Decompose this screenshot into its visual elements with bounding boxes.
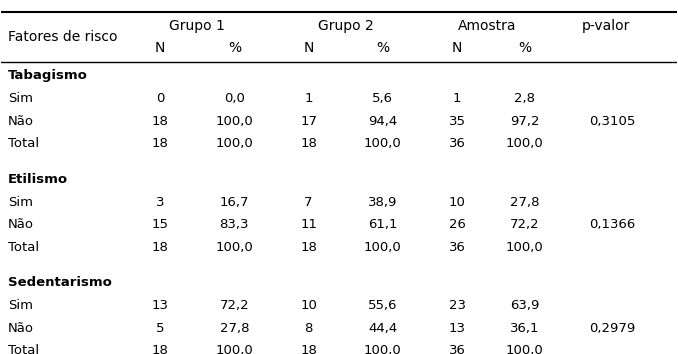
Text: 23: 23	[449, 299, 466, 312]
Text: 0,3105: 0,3105	[589, 115, 636, 127]
Text: 61,1: 61,1	[368, 218, 397, 231]
Text: 0: 0	[156, 92, 164, 105]
Text: 100,0: 100,0	[364, 241, 402, 254]
Text: 36,1: 36,1	[510, 322, 540, 335]
Text: 44,4: 44,4	[368, 322, 397, 335]
Text: 8: 8	[304, 322, 313, 335]
Text: 100,0: 100,0	[216, 115, 253, 127]
Text: 94,4: 94,4	[368, 115, 397, 127]
Text: %: %	[518, 41, 532, 55]
Text: Sedentarismo: Sedentarismo	[8, 276, 112, 290]
Text: %: %	[228, 41, 241, 55]
Text: 13: 13	[449, 322, 466, 335]
Text: 0,2979: 0,2979	[589, 322, 635, 335]
Text: 5,6: 5,6	[372, 92, 393, 105]
Text: 36: 36	[449, 241, 466, 254]
Text: 35: 35	[449, 115, 466, 127]
Text: 11: 11	[300, 218, 317, 231]
Text: 2,8: 2,8	[514, 92, 535, 105]
Text: 27,8: 27,8	[510, 195, 540, 209]
Text: Total: Total	[8, 241, 39, 254]
Text: Sim: Sim	[8, 195, 33, 209]
Text: Grupo 1: Grupo 1	[170, 19, 225, 33]
Text: 10: 10	[449, 195, 466, 209]
Text: 83,3: 83,3	[220, 218, 249, 231]
Text: 0,0: 0,0	[224, 92, 245, 105]
Text: 100,0: 100,0	[506, 241, 544, 254]
Text: 18: 18	[152, 137, 169, 150]
Text: 38,9: 38,9	[368, 195, 397, 209]
Text: 18: 18	[300, 344, 317, 354]
Text: N: N	[304, 41, 314, 55]
Text: 17: 17	[300, 115, 317, 127]
Text: Amostra: Amostra	[458, 19, 517, 33]
Text: p-valor: p-valor	[582, 19, 630, 33]
Text: 27,8: 27,8	[220, 322, 249, 335]
Text: 100,0: 100,0	[506, 344, 544, 354]
Text: 100,0: 100,0	[216, 241, 253, 254]
Text: Não: Não	[8, 218, 34, 231]
Text: Fatores de risco: Fatores de risco	[8, 30, 118, 44]
Text: 100,0: 100,0	[216, 344, 253, 354]
Text: 18: 18	[152, 241, 169, 254]
Text: %: %	[376, 41, 389, 55]
Text: 18: 18	[300, 241, 317, 254]
Text: 72,2: 72,2	[510, 218, 540, 231]
Text: Sim: Sim	[8, 299, 33, 312]
Text: 55,6: 55,6	[368, 299, 397, 312]
Text: Total: Total	[8, 137, 39, 150]
Text: Etilismo: Etilismo	[8, 173, 68, 186]
Text: Sim: Sim	[8, 92, 33, 105]
Text: 97,2: 97,2	[510, 115, 540, 127]
Text: 1: 1	[453, 92, 462, 105]
Text: 0,1366: 0,1366	[589, 218, 635, 231]
Text: 15: 15	[152, 218, 169, 231]
Text: Grupo 2: Grupo 2	[318, 19, 374, 33]
Text: 100,0: 100,0	[216, 137, 253, 150]
Text: Não: Não	[8, 322, 34, 335]
Text: 3: 3	[156, 195, 164, 209]
Text: 72,2: 72,2	[220, 299, 249, 312]
Text: Total: Total	[8, 344, 39, 354]
Text: 10: 10	[300, 299, 317, 312]
Text: 63,9: 63,9	[510, 299, 540, 312]
Text: Não: Não	[8, 115, 34, 127]
Text: 36: 36	[449, 137, 466, 150]
Text: 100,0: 100,0	[364, 344, 402, 354]
Text: N: N	[155, 41, 165, 55]
Text: 13: 13	[152, 299, 169, 312]
Text: 18: 18	[300, 137, 317, 150]
Text: 16,7: 16,7	[220, 195, 249, 209]
Text: 1: 1	[304, 92, 313, 105]
Text: Tabagismo: Tabagismo	[8, 69, 88, 82]
Text: 26: 26	[449, 218, 466, 231]
Text: 36: 36	[449, 344, 466, 354]
Text: 100,0: 100,0	[506, 137, 544, 150]
Text: 7: 7	[304, 195, 313, 209]
Text: 18: 18	[152, 344, 169, 354]
Text: 5: 5	[156, 322, 164, 335]
Text: 100,0: 100,0	[364, 137, 402, 150]
Text: N: N	[452, 41, 462, 55]
Text: 18: 18	[152, 115, 169, 127]
